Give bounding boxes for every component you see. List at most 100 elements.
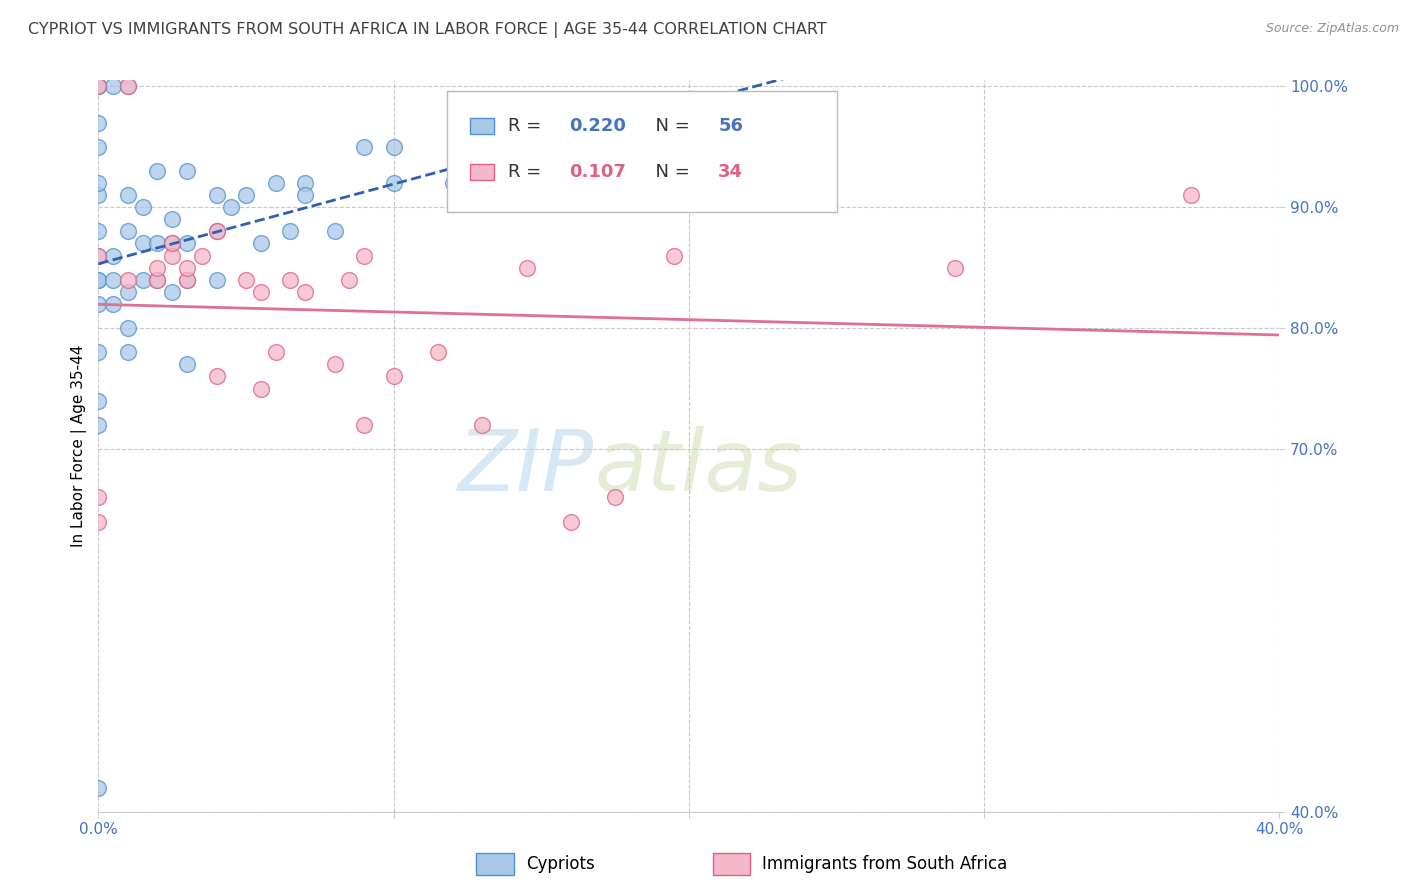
Point <box>353 249 375 263</box>
Bar <box>471 163 494 180</box>
Point <box>176 260 198 275</box>
Point <box>560 515 582 529</box>
Point <box>87 273 110 287</box>
Point <box>146 164 169 178</box>
Text: ZIP: ZIP <box>458 426 595 509</box>
Bar <box>713 853 751 875</box>
Point <box>146 273 169 287</box>
Point <box>87 515 110 529</box>
Point <box>544 164 567 178</box>
Point <box>250 236 273 251</box>
Point <box>605 491 627 505</box>
Point <box>103 273 125 287</box>
Point <box>278 224 302 238</box>
Point <box>205 188 228 202</box>
Point <box>87 249 110 263</box>
Point <box>235 273 257 287</box>
Text: R =: R = <box>508 117 547 135</box>
Text: R =: R = <box>508 162 547 181</box>
Point <box>162 249 183 263</box>
Point <box>162 285 183 299</box>
Point <box>117 321 139 335</box>
Point <box>87 417 110 432</box>
Point <box>205 273 228 287</box>
Point <box>235 188 257 202</box>
Point <box>117 79 139 94</box>
Point <box>162 212 183 227</box>
Point <box>323 224 346 238</box>
Y-axis label: In Labor Force | Age 35-44: In Labor Force | Age 35-44 <box>72 345 87 547</box>
Point <box>87 393 110 408</box>
Point <box>382 176 405 190</box>
Point <box>87 79 110 94</box>
Point <box>87 780 110 795</box>
Text: Source: ZipAtlas.com: Source: ZipAtlas.com <box>1265 22 1399 36</box>
Point <box>117 273 139 287</box>
Point <box>337 273 360 287</box>
Point <box>382 140 405 154</box>
Point <box>117 188 139 202</box>
Point <box>176 358 198 372</box>
Point <box>146 260 169 275</box>
Point <box>664 249 686 263</box>
Point <box>294 285 316 299</box>
Point <box>87 176 110 190</box>
Point <box>250 285 273 299</box>
Point <box>176 273 198 287</box>
Text: 0.220: 0.220 <box>569 117 626 135</box>
Bar <box>477 853 515 875</box>
Point <box>87 188 110 202</box>
Point <box>205 369 228 384</box>
Point <box>176 273 198 287</box>
Point <box>87 79 110 94</box>
Point <box>87 79 110 94</box>
Point <box>162 236 183 251</box>
Point <box>146 273 169 287</box>
Point <box>103 79 125 94</box>
Bar <box>471 118 494 134</box>
Point <box>205 224 228 238</box>
Point <box>353 140 375 154</box>
Point <box>264 176 287 190</box>
Point <box>132 273 155 287</box>
Text: atlas: atlas <box>595 426 803 509</box>
Point <box>353 417 375 432</box>
Point <box>87 115 110 129</box>
Point <box>117 285 139 299</box>
Text: Cypriots: Cypriots <box>526 855 595 872</box>
Point <box>117 79 139 94</box>
Point <box>176 164 198 178</box>
Point <box>278 273 302 287</box>
Point <box>191 249 214 263</box>
Point <box>441 176 464 190</box>
Text: N =: N = <box>644 117 696 135</box>
Point <box>943 260 966 275</box>
Text: N =: N = <box>644 162 696 181</box>
Point <box>205 224 228 238</box>
Point <box>117 345 139 359</box>
Point <box>515 260 537 275</box>
Point <box>117 224 139 238</box>
Text: 34: 34 <box>718 162 744 181</box>
Point <box>294 188 316 202</box>
Text: CYPRIOT VS IMMIGRANTS FROM SOUTH AFRICA IN LABOR FORCE | AGE 35-44 CORRELATION C: CYPRIOT VS IMMIGRANTS FROM SOUTH AFRICA … <box>28 22 827 38</box>
Point <box>1180 188 1202 202</box>
Point <box>427 345 450 359</box>
Point <box>176 236 198 251</box>
Point <box>87 345 110 359</box>
Point <box>382 369 405 384</box>
Text: 56: 56 <box>718 117 744 135</box>
Point <box>574 140 596 154</box>
Text: Immigrants from South Africa: Immigrants from South Africa <box>762 855 1008 872</box>
Point <box>146 236 169 251</box>
Point <box>103 249 125 263</box>
Point <box>103 297 125 311</box>
Point <box>87 140 110 154</box>
FancyBboxPatch shape <box>447 91 837 212</box>
Point <box>87 224 110 238</box>
Point <box>87 297 110 311</box>
Point <box>132 236 155 251</box>
Point <box>162 236 183 251</box>
Point <box>264 345 287 359</box>
Text: 0.107: 0.107 <box>569 162 626 181</box>
